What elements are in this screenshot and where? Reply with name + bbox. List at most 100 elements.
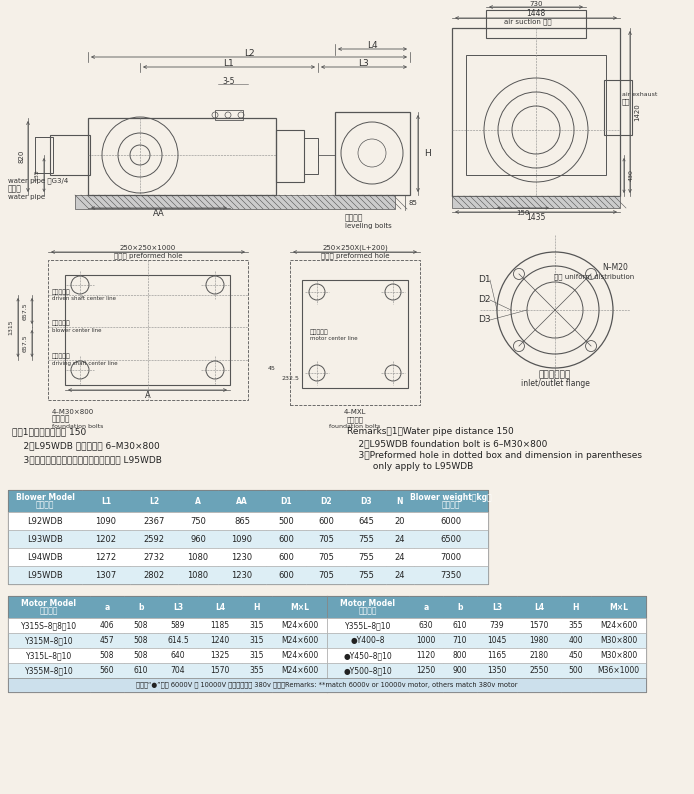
Bar xyxy=(8,596,327,618)
Text: 710: 710 xyxy=(452,636,467,645)
Text: 风机中心线: 风机中心线 xyxy=(52,320,71,326)
Text: 508: 508 xyxy=(134,636,149,645)
Text: N: N xyxy=(397,496,403,506)
Text: 1325: 1325 xyxy=(210,651,230,660)
Text: 610: 610 xyxy=(452,621,467,630)
Text: 1435: 1435 xyxy=(526,213,545,222)
Text: L2: L2 xyxy=(149,496,159,506)
Text: M24×600: M24×600 xyxy=(281,621,318,630)
Text: 输水管: 输水管 xyxy=(8,184,22,194)
Text: 2550: 2550 xyxy=(530,666,549,675)
Text: AA: AA xyxy=(236,496,248,506)
Text: 755: 755 xyxy=(358,553,374,561)
Bar xyxy=(88,118,276,195)
Text: 1202: 1202 xyxy=(96,534,117,544)
Bar xyxy=(8,490,488,512)
Text: 645: 645 xyxy=(358,517,374,526)
Text: 1315: 1315 xyxy=(8,319,13,335)
Text: D3: D3 xyxy=(478,315,491,325)
Text: 232.5: 232.5 xyxy=(281,376,299,380)
Text: 85: 85 xyxy=(409,200,418,206)
Text: 1240: 1240 xyxy=(210,636,230,645)
Text: ●Y400–8: ●Y400–8 xyxy=(350,636,385,645)
Bar xyxy=(75,195,395,209)
Text: 614.5: 614.5 xyxy=(167,636,189,645)
Text: 315: 315 xyxy=(250,651,264,660)
Text: 7350: 7350 xyxy=(441,571,462,580)
Bar xyxy=(302,280,408,388)
Text: L3: L3 xyxy=(492,603,502,611)
Text: 4–M30×800: 4–M30×800 xyxy=(52,409,94,415)
Text: 315: 315 xyxy=(250,621,264,630)
Bar xyxy=(290,260,420,405)
Text: 1080: 1080 xyxy=(187,571,209,580)
Text: 355: 355 xyxy=(250,666,264,675)
Text: 755: 755 xyxy=(358,571,374,580)
Text: 6500: 6500 xyxy=(441,534,462,544)
Text: 750: 750 xyxy=(190,517,206,526)
Text: 1570: 1570 xyxy=(210,666,230,675)
Text: 地脚螺栓: 地脚螺栓 xyxy=(346,417,364,423)
Text: driven shaft center line: driven shaft center line xyxy=(52,296,116,302)
Text: inlet/outlet flange: inlet/outlet flange xyxy=(520,380,589,388)
Bar xyxy=(35,137,53,173)
Text: 508: 508 xyxy=(134,621,149,630)
Text: 150: 150 xyxy=(516,210,530,216)
Text: L4: L4 xyxy=(366,40,378,49)
Text: 20: 20 xyxy=(395,517,405,526)
Bar xyxy=(327,633,646,648)
Bar xyxy=(452,28,620,196)
Text: N–M20: N–M20 xyxy=(602,264,628,272)
Text: 705: 705 xyxy=(318,534,334,544)
Text: 315: 315 xyxy=(250,636,264,645)
Text: 3、虚线框内预留孔及括号内尺寸仅用于 L95WDB: 3、虚线框内预留孔及括号内尺寸仅用于 L95WDB xyxy=(12,456,162,464)
Text: M24×600: M24×600 xyxy=(600,621,637,630)
Text: leveling bolts: leveling bolts xyxy=(345,223,391,229)
Text: only apply to L95WDB: only apply to L95WDB xyxy=(347,462,473,471)
Text: M36×1000: M36×1000 xyxy=(598,666,640,675)
Text: 进出风口法兰: 进出风口法兰 xyxy=(539,371,571,380)
Text: ●Y450–8、10: ●Y450–8、10 xyxy=(344,651,392,660)
Text: 508: 508 xyxy=(134,651,149,660)
Text: 500: 500 xyxy=(568,666,584,675)
Text: M24×600: M24×600 xyxy=(281,666,318,675)
Text: L1: L1 xyxy=(223,59,235,67)
Text: 2、L95WDB 地脚螺栓为 6–M30×800: 2、L95WDB 地脚螺栓为 6–M30×800 xyxy=(12,441,160,450)
Bar xyxy=(8,633,327,648)
Bar xyxy=(327,618,646,633)
Text: water pipe 接G3/4: water pipe 接G3/4 xyxy=(8,178,68,184)
Text: 600: 600 xyxy=(318,517,334,526)
Text: M24×600: M24×600 xyxy=(281,636,318,645)
Text: 电机型号: 电机型号 xyxy=(359,606,378,615)
Text: A: A xyxy=(145,391,151,399)
Text: 560: 560 xyxy=(100,666,115,675)
Text: L1: L1 xyxy=(101,496,111,506)
Text: 406: 406 xyxy=(100,621,115,630)
Text: H: H xyxy=(573,603,579,611)
Text: 1000: 1000 xyxy=(416,636,436,645)
Text: Y355M–8、10: Y355M–8、10 xyxy=(24,666,74,675)
Text: 注：带“●”适用 6000V 或 10000V 电机。其余为 380v 电机。Remarks: **match 6000v or 10000v motor, o: 注：带“●”适用 6000V 或 10000V 电机。其余为 380v 电机。R… xyxy=(136,682,518,688)
Text: 508: 508 xyxy=(100,651,115,660)
Text: blower center line: blower center line xyxy=(52,327,101,333)
Text: 2732: 2732 xyxy=(144,553,164,561)
Text: 2、L95WDB foundation bolt is 6–M30×800: 2、L95WDB foundation bolt is 6–M30×800 xyxy=(347,439,548,448)
Text: 1272: 1272 xyxy=(96,553,117,561)
Text: 7000: 7000 xyxy=(441,553,462,561)
Text: foundation bolts: foundation bolts xyxy=(52,423,103,429)
Text: air exhaust: air exhaust xyxy=(622,92,657,98)
Text: a: a xyxy=(423,603,429,611)
Text: b: b xyxy=(138,603,144,611)
Text: 24: 24 xyxy=(395,571,405,580)
Text: 250×250X(L+200): 250×250X(L+200) xyxy=(322,245,388,251)
Text: Remarks：1、Water pipe distance 150: Remarks：1、Water pipe distance 150 xyxy=(347,427,514,437)
Text: H: H xyxy=(424,148,431,157)
Text: Blower Model: Blower Model xyxy=(15,493,74,502)
Text: M30×800: M30×800 xyxy=(600,651,637,660)
Text: 电机中心线: 电机中心线 xyxy=(310,330,329,335)
Text: Y315S–8、8、10: Y315S–8、8、10 xyxy=(21,621,77,630)
Text: Motor Model: Motor Model xyxy=(22,599,76,608)
Text: 1570: 1570 xyxy=(530,621,549,630)
Text: 739: 739 xyxy=(490,621,505,630)
Text: 457: 457 xyxy=(100,636,115,645)
